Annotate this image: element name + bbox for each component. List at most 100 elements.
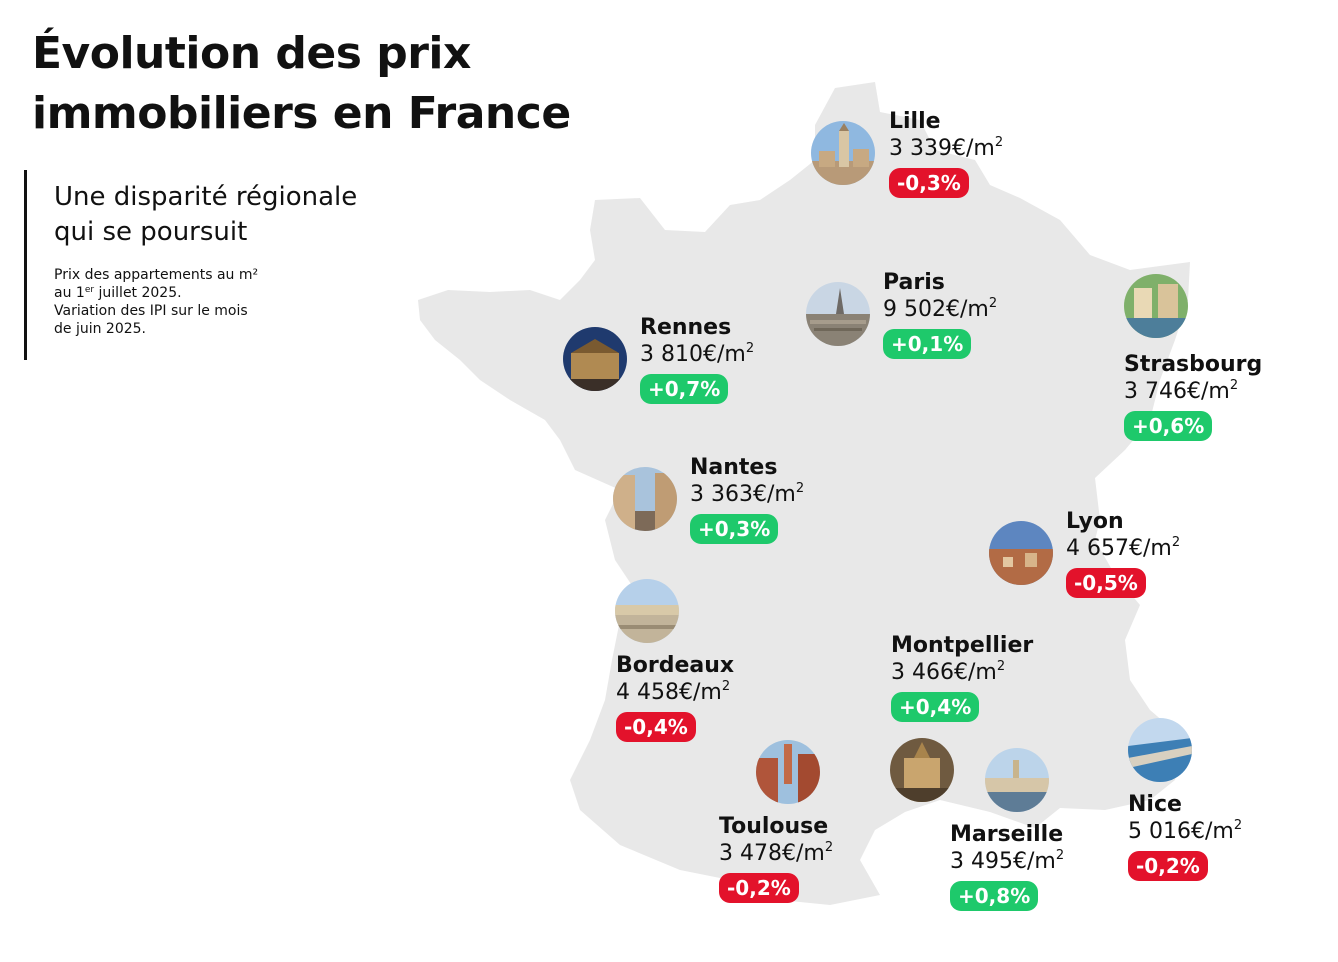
price-unit-sup: 2 <box>745 341 755 356</box>
city-name: Paris <box>883 270 945 295</box>
price-value: 3 810 <box>640 342 703 367</box>
subtitle-line-1: Une disparité régionale <box>54 182 358 212</box>
toulouse-photo <box>756 740 820 804</box>
change-badge: -0,3% <box>889 168 969 198</box>
price-unit-sup: 2 <box>1229 378 1239 393</box>
price-value: 3 746 <box>1124 379 1187 404</box>
change-badge: +0,8% <box>950 881 1039 911</box>
price-unit: €/m <box>702 342 746 367</box>
city-price: 3 810€/m2 <box>640 342 754 368</box>
price-unit: €/m <box>1190 819 1234 844</box>
nantes-photo <box>613 467 677 531</box>
city-paris: Paris 9 502€/m2 +0,1% <box>883 269 997 359</box>
price-unit: €/m <box>951 136 995 161</box>
price-unit: €/m <box>1186 379 1230 404</box>
price-unit-sup: 2 <box>721 679 731 694</box>
city-name: Lille <box>889 109 941 134</box>
subtitle-line-2: qui se poursuit <box>54 217 248 247</box>
city-price: 3 466€/m2 <box>891 660 1033 686</box>
price-unit: €/m <box>945 297 989 322</box>
lyon-photo <box>989 521 1053 585</box>
city-name: Rennes <box>640 315 732 340</box>
change-badge: -0,5% <box>1066 568 1146 598</box>
price-unit: €/m <box>1128 536 1172 561</box>
city-nice: Nice 5 016€/m2 -0,2% <box>1128 791 1242 881</box>
note-line-1: Prix des appartements au m² <box>54 267 259 283</box>
marseille-photo <box>985 748 1049 812</box>
page-title: Évolution des prix immobiliers en France <box>32 24 571 144</box>
price-unit: €/m <box>752 482 796 507</box>
bordeaux-photo <box>615 579 679 643</box>
note-line-2: au 1er juillet 2025. <box>54 284 258 302</box>
price-unit-sup: 2 <box>824 840 834 855</box>
city-price: 3 339€/m2 <box>889 136 1003 162</box>
change-badge: -0,2% <box>719 873 799 903</box>
price-unit: €/m <box>1012 849 1056 874</box>
change-badge: +0,6% <box>1124 411 1213 441</box>
city-name: Bordeaux <box>616 653 735 678</box>
vertical-accent-bar <box>24 170 27 360</box>
city-name: Lyon <box>1066 509 1124 534</box>
price-value: 3 339 <box>889 136 952 161</box>
title-line-1: Évolution des prix <box>32 28 471 79</box>
city-name: Nantes <box>690 455 778 480</box>
city-name: Marseille <box>950 822 1064 847</box>
city-name: Strasbourg <box>1124 352 1263 377</box>
city-marseille: Marseille 3 495€/m2 +0,8% <box>950 821 1064 911</box>
city-price: 4 657€/m2 <box>1066 536 1180 562</box>
change-badge: +0,4% <box>891 692 980 722</box>
city-nantes: Nantes 3 363€/m2 +0,3% <box>690 454 804 544</box>
strasbourg-photo <box>1124 274 1188 338</box>
city-price: 9 502€/m2 <box>883 297 997 323</box>
price-unit: €/m <box>953 660 997 685</box>
france-silhouette <box>418 82 1190 905</box>
price-value: 3 495 <box>950 849 1013 874</box>
price-value: 4 657 <box>1066 536 1129 561</box>
city-lyon: Lyon 4 657€/m2 -0,5% <box>1066 508 1180 598</box>
subtitle: Une disparité régionale qui se poursuit <box>54 180 357 250</box>
rennes-photo <box>563 327 627 391</box>
price-unit-sup: 2 <box>1233 818 1243 833</box>
price-unit: €/m <box>678 680 722 705</box>
change-badge: +0,1% <box>883 329 972 359</box>
montpellier-photo <box>890 738 954 802</box>
city-strasbourg: Strasbourg 3 746€/m2 +0,6% <box>1124 351 1262 441</box>
price-unit-sup: 2 <box>988 296 998 311</box>
note-line-2-post: juillet 2025. <box>94 285 182 301</box>
city-toulouse: Toulouse 3 478€/m2 -0,2% <box>719 813 833 903</box>
lille-photo <box>811 121 875 185</box>
city-name: Nice <box>1128 792 1182 817</box>
city-price: 3 478€/m2 <box>719 841 833 867</box>
change-badge: -0,4% <box>616 712 696 742</box>
city-price: 3 746€/m2 <box>1124 379 1262 405</box>
change-badge: -0,2% <box>1128 851 1208 881</box>
city-price: 3 363€/m2 <box>690 482 804 508</box>
price-unit: €/m <box>781 841 825 866</box>
price-unit-sup: 2 <box>1055 848 1065 863</box>
nice-photo <box>1128 718 1192 782</box>
city-price: 4 458€/m2 <box>616 680 734 706</box>
title-line-2: immobiliers en France <box>32 88 571 139</box>
city-price: 3 495€/m2 <box>950 849 1064 875</box>
change-badge: +0,3% <box>690 514 779 544</box>
price-unit-sup: 2 <box>795 481 805 496</box>
city-name: Toulouse <box>719 814 829 839</box>
city-montpellier: Montpellier 3 466€/m2 +0,4% <box>891 632 1033 722</box>
city-bordeaux: Bordeaux 4 458€/m2 -0,4% <box>616 652 734 742</box>
change-badge: +0,7% <box>640 374 729 404</box>
methodology-note: Prix des appartements au m² au 1er juill… <box>54 266 258 338</box>
price-value: 3 478 <box>719 841 782 866</box>
price-value: 4 458 <box>616 680 679 705</box>
note-line-3: Variation des IPI sur le mois <box>54 303 248 319</box>
city-name: Montpellier <box>891 633 1034 658</box>
city-rennes: Rennes 3 810€/m2 +0,7% <box>640 314 754 404</box>
price-unit-sup: 2 <box>994 135 1004 150</box>
note-line-2-pre: au 1 <box>54 285 85 301</box>
city-lille: Lille 3 339€/m2 -0,3% <box>889 108 1003 198</box>
price-unit-sup: 2 <box>1171 535 1181 550</box>
price-value: 5 016 <box>1128 819 1191 844</box>
price-value: 3 363 <box>690 482 753 507</box>
note-line-2-sup: er <box>84 285 95 295</box>
price-value: 9 502 <box>883 297 946 322</box>
